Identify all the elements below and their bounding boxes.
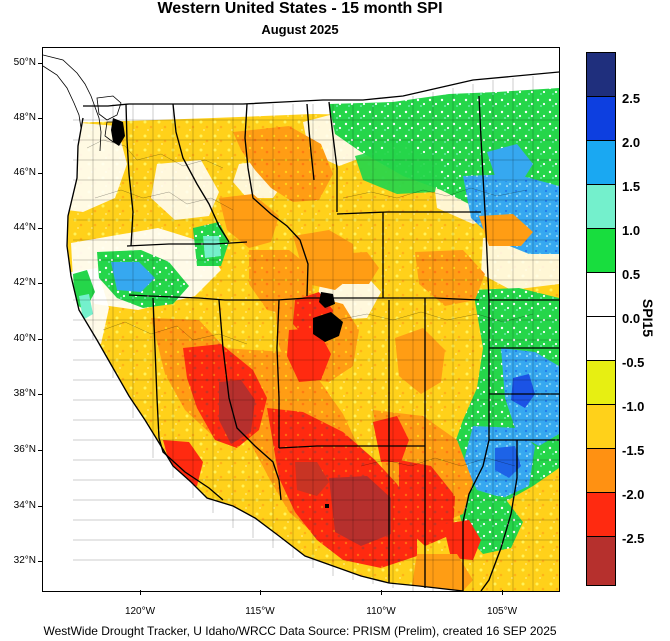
latitude-tick-50 xyxy=(38,63,42,64)
latitude-tick-36 xyxy=(38,450,42,451)
longitude-tick-115w xyxy=(260,590,261,595)
latitude-tick-48 xyxy=(38,118,42,119)
legend-swatch-2-0-to-2-5 xyxy=(587,97,615,141)
state-borders-group xyxy=(66,71,559,591)
longitude-label-110w: 110°W xyxy=(366,606,396,617)
legend-label-minus-2-0: -2.0 xyxy=(622,487,645,502)
legend-swatch-above-2-5 xyxy=(587,53,615,97)
latitude-label-32: 32°N xyxy=(13,555,36,566)
legend-label-0-5: 0.5 xyxy=(622,267,641,282)
legend-label-minus-0-5: -0.5 xyxy=(622,355,645,370)
legend-swatch-minus-1-0-to-minus-0-5 xyxy=(587,361,615,405)
latitude-tick-34 xyxy=(38,506,42,507)
legend-title: SPI15 xyxy=(640,298,656,338)
legend-swatch-0-0-to-0-5 xyxy=(587,273,615,317)
latitude-label-38: 38°N xyxy=(13,388,36,399)
legend-label-2-5: 2.5 xyxy=(622,91,641,106)
latitude-tick-38 xyxy=(38,394,42,395)
legend-label-1-0: 1.0 xyxy=(622,223,641,238)
legend-label-minus-1-5: -1.5 xyxy=(622,443,645,458)
footer-credit: WestWide Drought Tracker, U Idaho/WRCC D… xyxy=(43,624,557,638)
latitude-label-48: 48°N xyxy=(13,112,36,123)
longitude-label-105w: 105°W xyxy=(486,606,518,617)
legend-swatch-minus-0-5-to-0-0 xyxy=(587,317,615,361)
legend-swatch-below-minus-2-5 xyxy=(587,537,615,585)
latitude-tick-44 xyxy=(38,228,42,229)
legend-label-1-5: 1.5 xyxy=(622,179,641,194)
longitude-tick-110w xyxy=(381,590,382,595)
legend-swatch-0-5-to-1-0 xyxy=(587,229,615,273)
latitude-label-46: 46°N xyxy=(13,167,36,178)
latitude-tick-32 xyxy=(38,561,42,562)
latitude-tick-42 xyxy=(38,283,42,284)
legend-swatch-minus-2-0-to-minus-1-5 xyxy=(587,449,615,493)
drought-shading-group xyxy=(67,88,559,591)
water-bodies-group xyxy=(111,118,343,508)
legend-colorbar xyxy=(586,52,616,586)
legend-label-minus-1-0: -1.0 xyxy=(622,399,645,414)
chart-title: Western United States - 15 month SPI xyxy=(157,0,443,17)
latitude-label-40: 40°N xyxy=(13,333,36,344)
legend-swatch-1-0-to-1-5 xyxy=(587,185,615,229)
legend-swatch-1-5-to-2-0 xyxy=(587,141,615,185)
latitude-label-50: 50°N xyxy=(13,57,36,68)
latitude-label-42: 42°N xyxy=(13,277,36,288)
legend-label-minus-2-5: -2.5 xyxy=(622,531,645,546)
legend-swatch-minus-2-5-to-minus-2-0 xyxy=(587,493,615,537)
latitude-label-34: 34°N xyxy=(13,500,36,511)
longitude-tick-105w xyxy=(502,590,503,595)
longitude-tick-120w xyxy=(140,590,141,595)
latitude-label-44: 44°N xyxy=(13,222,36,233)
longitude-label-120w: 120°W xyxy=(124,606,156,617)
latitude-tick-40 xyxy=(38,339,42,340)
latitude-label-36: 36°N xyxy=(13,444,36,455)
map-svg xyxy=(43,48,559,591)
longitude-label-115w: 115°W xyxy=(245,606,275,617)
legend-swatch-minus-1-5-to-minus-1-0 xyxy=(587,405,615,449)
latitude-tick-46 xyxy=(38,173,42,174)
legend-label-0-0: 0.0 xyxy=(622,311,641,326)
chart-subtitle: August 2025 xyxy=(261,22,339,37)
map-panel xyxy=(42,47,560,592)
legend-label-2-0: 2.0 xyxy=(622,135,641,150)
